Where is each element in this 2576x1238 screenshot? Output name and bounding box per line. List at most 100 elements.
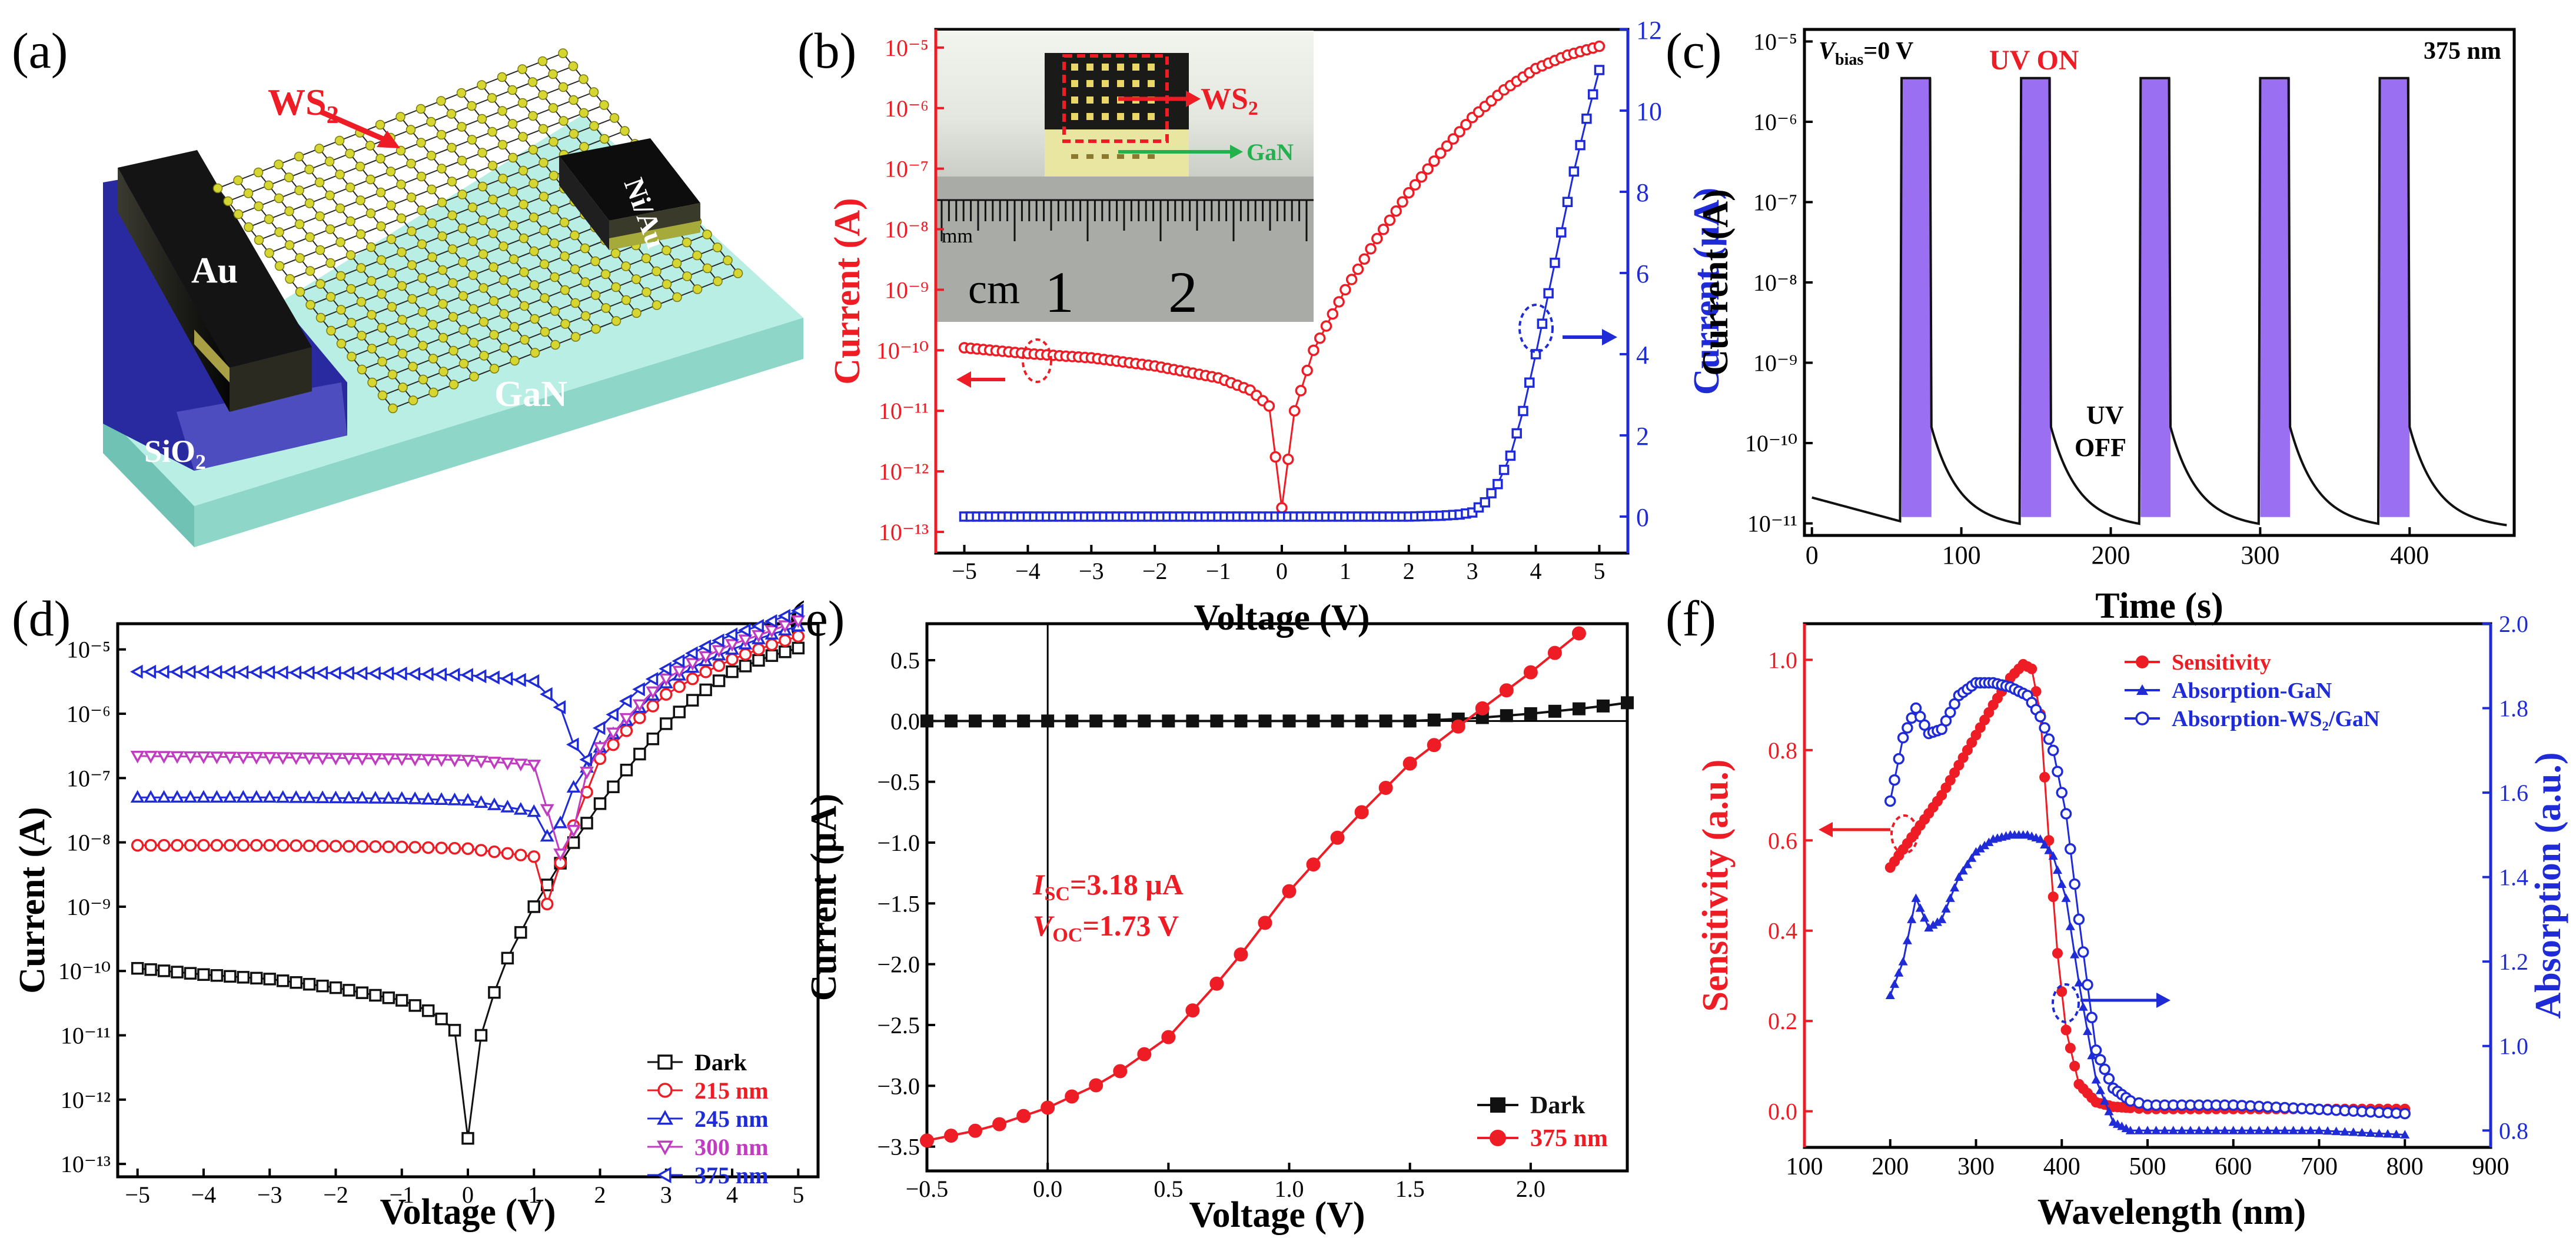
panel-d-point [144, 751, 158, 764]
panel-e-dark-point [1379, 714, 1392, 728]
ws2-atom [489, 364, 500, 374]
ws2-atom [458, 291, 468, 301]
ws2-atom [682, 237, 692, 248]
ws2-atom [295, 253, 305, 263]
ws2-atom [518, 233, 529, 244]
panel-d-point [288, 665, 302, 680]
ws2-atom [417, 239, 427, 249]
panel-d-point [448, 1024, 461, 1037]
panel-e-ytick-label: −3.5 [877, 1134, 920, 1160]
ws2-atom [417, 307, 428, 317]
panel-b-log-point [1358, 253, 1371, 265]
panel-d-point [328, 665, 341, 680]
panel-d-point [699, 665, 712, 678]
panel-b-linear-point [1581, 114, 1592, 124]
panel-d-point [553, 816, 568, 828]
panel-d-point [566, 780, 581, 793]
panel-d-xtick-label: −3 [257, 1182, 282, 1208]
panel-d-legend-marker [657, 1110, 673, 1125]
panel-f-point [2077, 946, 2089, 958]
panel-f-point [1945, 893, 1955, 902]
ws2-atom [600, 269, 611, 279]
ws2-atom [346, 284, 356, 294]
ws2-atom [243, 188, 254, 198]
au-electrode-stripe [194, 330, 230, 382]
panel-d-legend-marker [656, 1167, 672, 1183]
panel-c-xtick-label: 100 [1942, 541, 1981, 570]
panel-e-xtick-label: 0.0 [1033, 1176, 1062, 1202]
inset-electrode-pad [1132, 80, 1139, 87]
ws2-atom [560, 285, 570, 295]
ws2-atom [295, 287, 305, 297]
panel-f-point [2073, 913, 2085, 926]
panel-d-point [276, 974, 290, 987]
ws2-atom [487, 161, 498, 171]
ws2-atom [357, 364, 367, 375]
ws2-atom [570, 264, 580, 274]
panel-d-point [540, 897, 554, 911]
panel-d-point [131, 838, 144, 852]
ws2-atom [609, 113, 620, 123]
ws2-atom [447, 142, 457, 153]
panel-d-point [276, 839, 290, 852]
ws2-atom [324, 157, 335, 167]
panel-f-point [2125, 1126, 2135, 1134]
panel-d-point [143, 664, 157, 679]
panel-e-dark-point [1041, 714, 1055, 728]
ws2-atom [599, 134, 610, 144]
panel-c-plot-area: 0 100 200 300 400 10⁻¹¹ 10⁻¹⁰ 10⁻⁹ 10⁻⁸ 10⁻⁷ 10⁻⁶ 1… [1745, 28, 2507, 570]
inset-electrode-pad [1132, 113, 1139, 120]
panel-f-point [2220, 1126, 2230, 1134]
panel-b-xtick-label: 1 [1339, 558, 1351, 584]
panel-f-point [2039, 722, 2050, 734]
panel-d-point [316, 839, 329, 853]
panel-d-point [262, 665, 275, 680]
panel-b-linear-point [1543, 288, 1554, 299]
ws2-atom [549, 204, 559, 215]
panel-b-xtick-label: −5 [952, 558, 977, 584]
ws2-atom [356, 263, 366, 273]
panel-d-point [434, 792, 449, 805]
ws2-atom [569, 95, 579, 105]
panel-b-log-point [1263, 400, 1275, 412]
ws2-atom [457, 189, 467, 199]
ws2-atom [264, 248, 274, 258]
panel-e-xlabel: Voltage (V) [1189, 1195, 1365, 1235]
panel-b-ylabel-left: Current (A) [827, 198, 867, 384]
inset-electrode-pad [1086, 80, 1093, 87]
ws2-atom [550, 340, 560, 350]
panel-f-ytick-left-label: 1.0 [1768, 647, 1797, 673]
ws2-atom [580, 311, 591, 321]
inset-electrode-pad [1148, 113, 1155, 120]
panel-d-point [699, 683, 712, 697]
panel-f-legend-label: Sensitivity [2172, 650, 2271, 675]
inset-gan-pad [1086, 154, 1093, 159]
panel-f-ylabel-right: Absorption (a.u.) [2528, 752, 2568, 1019]
panel-d-point [368, 791, 383, 804]
panel-f-legend-marker [2135, 711, 2149, 726]
panel-d-point [434, 754, 449, 767]
ws2-atom [416, 104, 426, 114]
panel-f-point [2168, 1126, 2178, 1134]
panel-d-point [315, 753, 330, 766]
panel-d-point [303, 839, 316, 853]
ws2-atom [549, 171, 559, 181]
ws2-atom [427, 286, 438, 296]
panel-e-legend: Dark 375 nm [1477, 1092, 1608, 1152]
inset-ws2-label: WS2 [1201, 82, 1258, 119]
panel-f-legend-label: Absorption-WS₂/GaN [2172, 707, 2379, 731]
inset-electrode-array [1071, 64, 1155, 159]
panel-b-right-marker-ellipse [1518, 304, 1554, 353]
panel-d-point [513, 673, 526, 687]
panel-d-point [726, 653, 739, 666]
inset-gan-pad [1132, 154, 1139, 159]
panel-b-log-point [1403, 187, 1415, 199]
ws2-atom [529, 212, 539, 222]
panel-f-plot-area: 100 200 300 400 500 600 700 800 900 0.0 0.2 0.4 0.6 0… [1768, 611, 2528, 1180]
panel-d-point [421, 754, 436, 767]
ws2-atom [488, 228, 498, 238]
ws2-atom [692, 284, 703, 294]
ws2-atom [388, 403, 398, 414]
panel-f-point [1902, 936, 1912, 944]
panel-d-point [739, 648, 752, 661]
